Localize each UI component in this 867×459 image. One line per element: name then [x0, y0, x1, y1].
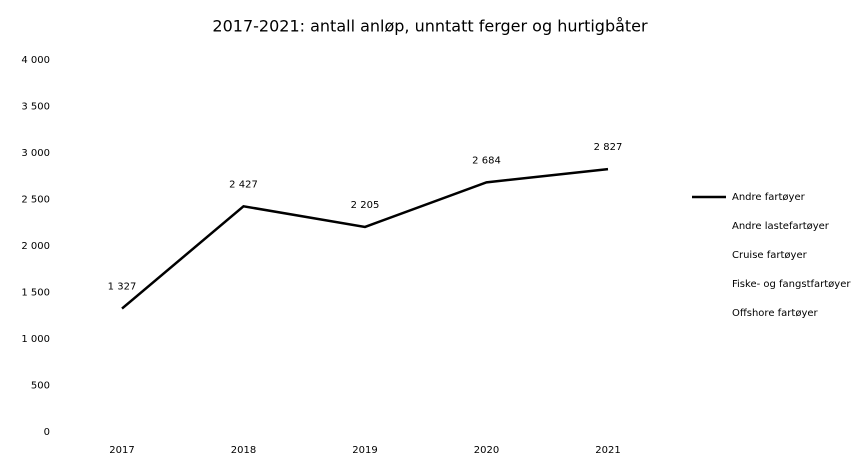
legend-label: Cruise fartøyer	[732, 250, 808, 261]
data-label: 1 327	[108, 282, 137, 293]
x-tick-label: 2018	[231, 445, 256, 456]
x-tick-label: 2020	[474, 445, 499, 456]
data-label: 2 827	[594, 142, 623, 153]
y-tick-label: 2 000	[21, 241, 50, 252]
y-tick-label: 3 000	[21, 148, 50, 159]
y-tick-label: 2 500	[21, 195, 50, 206]
y-tick-label: 3 500	[21, 102, 50, 113]
y-tick-label: 0	[44, 427, 50, 438]
chart-title: 2017-2021: antall anløp, unntatt ferger …	[212, 17, 648, 36]
data-label: 2 684	[472, 155, 501, 166]
legend-label: Andre fartøyer	[732, 192, 806, 203]
y-tick-label: 4 000	[21, 55, 50, 66]
x-tick-label: 2019	[352, 445, 377, 456]
legend-label: Offshore fartøyer	[732, 308, 819, 319]
legend-label: Fiske- og fangstfartøyer	[732, 279, 851, 290]
y-tick-label: 1 000	[21, 334, 50, 345]
x-tick-label: 2021	[595, 445, 620, 456]
data-label: 2 427	[229, 179, 258, 190]
series-line	[121, 167, 609, 310]
data-label: 2 205	[351, 200, 380, 211]
y-tick-label: 500	[31, 381, 50, 392]
legend-label: Andre lastefartøyer	[732, 221, 830, 232]
x-tick-label: 2017	[109, 445, 134, 456]
y-tick-label: 1 500	[21, 288, 50, 299]
